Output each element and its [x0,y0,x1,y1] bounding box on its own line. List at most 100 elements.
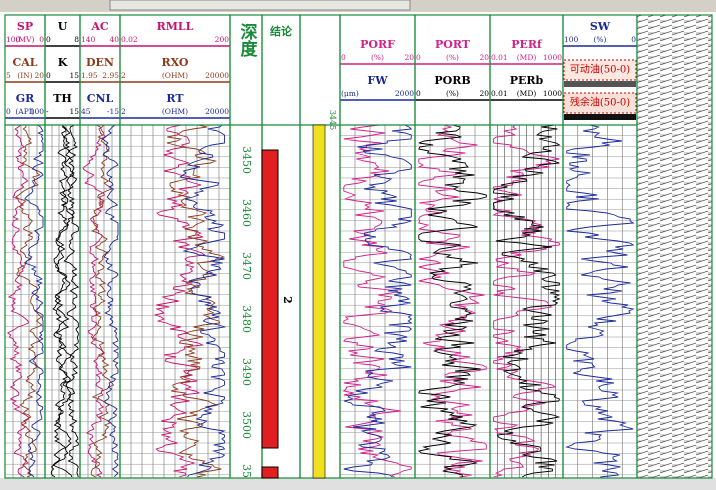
scale-label: (μm) [341,89,359,98]
toolbar-buttons[interactable] [109,0,411,11]
scale-label: 0.02 [121,35,138,44]
curve [417,125,487,478]
depth-label: 3510 [240,464,253,490]
curve-name: PORT [435,38,471,51]
mark-label: 3445 [328,110,337,130]
scale-label: (MD) [517,89,537,98]
scale-label: 0 [631,35,636,44]
scale-label: 2.95 [102,71,119,80]
scale-label: 1000 [543,89,562,98]
curve-name: RXO [161,56,188,69]
scale-label: 40 [109,35,119,44]
scale-label: 1.95 [81,71,98,80]
scale-label: -15 [107,107,119,116]
legend-bar [564,81,636,87]
legend-bar [564,114,636,120]
scale-label: 0 [39,35,44,44]
status-strip [0,478,716,490]
curve [343,125,413,478]
curve [166,125,226,478]
depth-label: 3480 [240,305,253,333]
curve-name: PERf [511,38,543,51]
mark-bar [312,124,326,479]
scale-label: 2 [121,71,126,80]
curve-name: U [58,20,68,33]
scale-label: 20000 [205,71,229,80]
curve [50,125,71,478]
depth-label: 3490 [240,358,253,386]
curve-name: PORB [434,74,470,87]
curve-name: CAL [12,56,37,69]
scale-label: 1000 [543,53,562,62]
plot-area: 3450 3460 3470 3480 3490 3500 3510 [5,125,637,490]
scale-label: 140 [81,35,96,44]
curve-name: SP [17,20,33,33]
curve-name: TH [53,92,72,105]
curve-name: PORF [360,38,395,51]
curve-name: SW [590,20,611,33]
scale-label: 20000 [205,107,229,116]
curve [15,125,43,478]
curve [179,125,227,478]
depth-label: 3450 [240,146,253,174]
scale-label: - [46,107,49,116]
curve [63,125,80,478]
legend-box [563,59,637,81]
scale-label: 200 [215,35,230,44]
scale-label: (MD) [517,53,537,62]
curve-name: RMLL [157,20,194,33]
legend-label: 残余油(50-0) [570,96,630,109]
scale-label: (IN) [17,71,32,80]
curve [493,125,561,478]
scale-label: 0.01 [491,53,508,62]
legend-box [563,92,637,114]
scale-label: (OHM) [162,71,188,80]
curve [52,125,75,478]
depth-label: 3460 [240,199,253,227]
scale-label: 0.01 [491,89,508,98]
scale-label: 0 [6,107,11,116]
scale-label: (%) [446,53,459,62]
curve [23,125,45,478]
conclusion-label: 2 [281,296,294,304]
scale-label: 100 [564,35,579,44]
scale-label: 8 [74,35,79,44]
curve [565,125,635,478]
scale-label: 15 [69,107,79,116]
scale-label: 5 [6,71,11,80]
curve-name: GR [16,92,35,105]
scale-label: (API) [15,107,34,116]
curve-name: RT [166,92,184,105]
scale-label: (OHM) [162,107,188,116]
scale-label: (%) [371,53,384,62]
scale-label: 100 [30,107,45,116]
depth-label: 3500 [240,411,253,439]
curve-name: K [58,56,68,69]
curve [153,125,206,478]
conclusion-title: 结论 [269,24,293,38]
lithology [636,14,713,479]
curve-name: FW [367,74,388,87]
track-frame [44,14,81,479]
scale-label: 0 [46,35,51,44]
scale-label: (%) [446,89,459,98]
log-body: 3450 3460 3470 3480 3490 3500 3510 SP 100 (MV) 0 CA… [4,14,713,490]
curve-name: AC [90,20,109,33]
curve [82,125,107,478]
curve-name: PERb [510,74,544,87]
depth-title: 深度 [237,22,258,58]
track-frame [229,14,263,479]
scale-label: 45 [81,107,91,116]
scale-label: 0 [416,89,421,98]
scale-label: 0 [341,53,346,62]
depth-label: 3470 [240,252,253,280]
scale-label: (%) [594,35,607,44]
conclusion-bar [261,149,279,449]
scale-label: 20 [479,89,489,98]
scale-label: (MV) [16,35,35,44]
scale-label: 0 [46,71,51,80]
scale-label: 20 [479,53,489,62]
legend-label: 可动油(50-0) [570,63,630,76]
scale-label: 0 [416,53,421,62]
